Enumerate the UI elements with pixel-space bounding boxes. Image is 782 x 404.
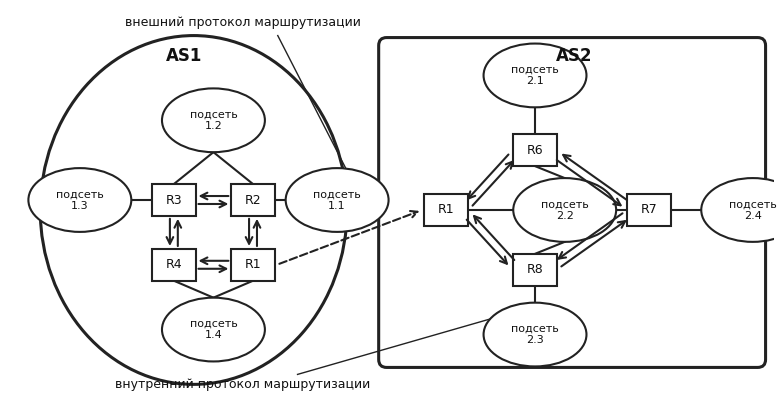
FancyBboxPatch shape — [627, 194, 671, 226]
Ellipse shape — [513, 178, 616, 242]
Text: R1: R1 — [245, 258, 261, 271]
Text: внешний протокол маршрутизации: внешний протокол маршрутизации — [125, 16, 361, 29]
Text: R8: R8 — [526, 263, 543, 276]
Text: подсеть
1.2: подсеть 1.2 — [189, 109, 237, 131]
Ellipse shape — [483, 44, 586, 107]
FancyBboxPatch shape — [231, 184, 274, 216]
Text: подсеть
2.2: подсеть 2.2 — [541, 199, 589, 221]
Text: подсеть
1.3: подсеть 1.3 — [56, 189, 104, 211]
Text: внутренний протокол маршрутизации: внутренний протокол маршрутизации — [116, 378, 371, 391]
Text: R3: R3 — [166, 194, 182, 206]
Ellipse shape — [285, 168, 389, 232]
Text: R1: R1 — [438, 204, 454, 217]
FancyBboxPatch shape — [152, 184, 196, 216]
Text: подсеть
1.4: подсеть 1.4 — [189, 319, 237, 340]
FancyBboxPatch shape — [152, 249, 196, 281]
Text: R7: R7 — [640, 204, 657, 217]
Text: подсеть
2.4: подсеть 2.4 — [729, 199, 777, 221]
Text: подсеть
1.1: подсеть 1.1 — [314, 189, 361, 211]
Ellipse shape — [483, 303, 586, 366]
Text: R6: R6 — [527, 144, 543, 157]
Text: R4: R4 — [166, 258, 182, 271]
Text: AS1: AS1 — [166, 46, 202, 65]
Ellipse shape — [162, 88, 265, 152]
FancyBboxPatch shape — [424, 194, 468, 226]
Text: подсеть
2.1: подсеть 2.1 — [511, 65, 559, 86]
Text: R2: R2 — [245, 194, 261, 206]
FancyBboxPatch shape — [513, 134, 557, 166]
Text: AS2: AS2 — [556, 46, 593, 65]
Ellipse shape — [701, 178, 782, 242]
FancyBboxPatch shape — [378, 38, 766, 367]
Ellipse shape — [28, 168, 131, 232]
FancyBboxPatch shape — [231, 249, 274, 281]
Ellipse shape — [41, 36, 347, 384]
Text: подсеть
2.3: подсеть 2.3 — [511, 324, 559, 345]
FancyBboxPatch shape — [513, 254, 557, 286]
Ellipse shape — [162, 298, 265, 362]
